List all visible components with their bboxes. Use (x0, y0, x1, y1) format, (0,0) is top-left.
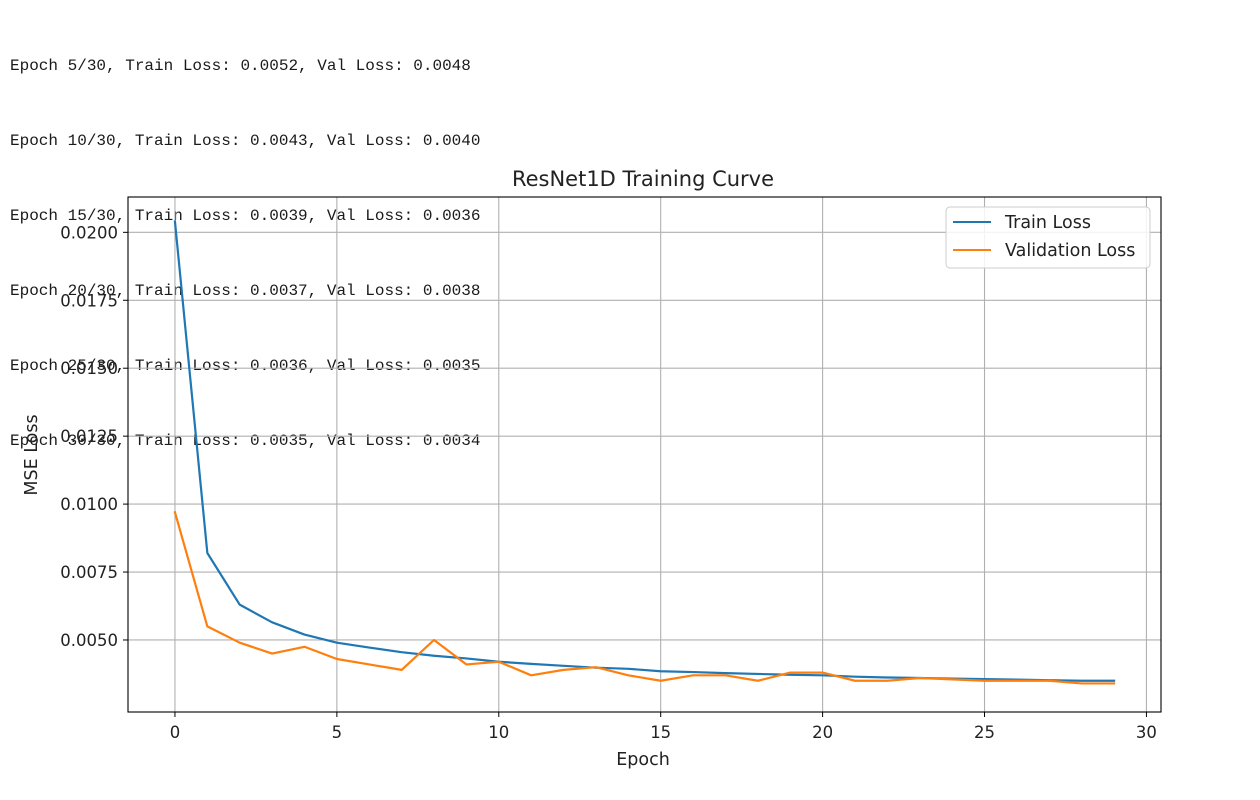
grid (128, 197, 1161, 712)
series-line-train (173, 220, 1116, 682)
log-line: Epoch 10/30, Train Loss: 0.0043, Val Los… (10, 132, 481, 150)
x-tick-label: 10 (488, 723, 509, 742)
chart-title: ResNet1D Training Curve (512, 167, 774, 191)
y-tick-label: 0.0175 (60, 291, 118, 310)
y-tick-label: 0.0050 (60, 631, 118, 650)
y-tick-label: 0.0200 (60, 223, 118, 242)
x-tick-label: 0 (170, 723, 181, 742)
axis-ticks: 0 5 10 15 20 25 30 0.0050 0.0075 0.0100 0.0125 0.01… (60, 223, 1157, 742)
legend-label-validation: Validation Loss (1005, 241, 1135, 261)
y-tick-label: 0.0075 (60, 563, 118, 582)
series-line-validation (173, 510, 1116, 685)
x-tick-label: 30 (1136, 723, 1157, 742)
y-axis-label: MSE Loss (22, 414, 42, 495)
y-tick-label: 0.0100 (60, 495, 118, 514)
log-line: Epoch 15/30, Train Loss: 0.0039, Val Los… (10, 207, 481, 225)
log-line: Epoch 20/30, Train Loss: 0.0037, Val Los… (10, 282, 481, 300)
legend: Train Loss Validation Loss (945, 206, 1151, 269)
plot-frame (127, 196, 1162, 713)
legend-box (945, 206, 1151, 269)
x-tick-label: 20 (812, 723, 833, 742)
y-tick-label: 0.0150 (60, 359, 118, 378)
training-log: Epoch 5/30, Train Loss: 0.0052, Val Loss… (10, 4, 480, 479)
legend-label-train: Train Loss (1004, 213, 1091, 233)
log-line: Epoch 5/30, Train Loss: 0.0052, Val Loss… (10, 57, 471, 75)
log-line: Epoch 25/30, Train Loss: 0.0036, Val Los… (10, 357, 481, 375)
x-axis-label: Epoch (616, 750, 670, 770)
x-tick-label: 5 (332, 723, 343, 742)
x-tick-label: 15 (650, 723, 671, 742)
x-tick-label: 25 (974, 723, 995, 742)
series-lines (173, 220, 1116, 685)
y-tick-label: 0.0125 (60, 427, 118, 446)
